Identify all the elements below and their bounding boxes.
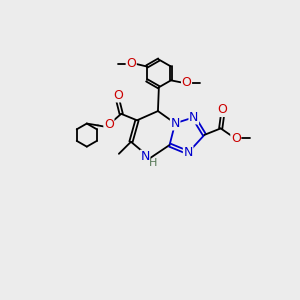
Text: N: N bbox=[184, 146, 193, 159]
Text: N: N bbox=[189, 111, 198, 124]
Text: O: O bbox=[113, 89, 123, 102]
Text: O: O bbox=[104, 118, 114, 131]
Text: N: N bbox=[170, 117, 180, 130]
Text: H: H bbox=[148, 158, 157, 168]
Text: O: O bbox=[218, 103, 227, 116]
Text: N: N bbox=[140, 150, 150, 163]
Text: O: O bbox=[231, 132, 241, 145]
Text: O: O bbox=[182, 76, 191, 89]
Text: O: O bbox=[126, 57, 136, 70]
